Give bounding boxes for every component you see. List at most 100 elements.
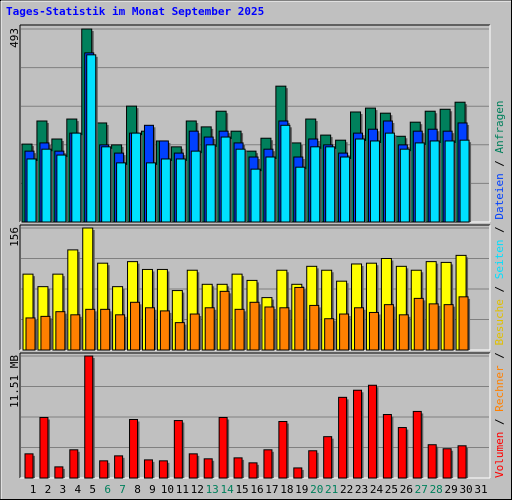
- bar: [309, 304, 320, 351]
- bar: [40, 315, 51, 351]
- bar: [457, 445, 467, 479]
- bar: [295, 166, 306, 223]
- x-tick-label: 14: [221, 483, 235, 496]
- x-tick-label: 11: [176, 483, 189, 496]
- bar: [69, 449, 79, 479]
- bar: [85, 308, 96, 351]
- bar: [159, 310, 170, 351]
- bar: [384, 132, 395, 223]
- bar: [129, 418, 139, 479]
- bar: [308, 450, 318, 479]
- bar: [205, 144, 216, 223]
- legend-entry: Dateien: [493, 173, 506, 219]
- bar: [398, 314, 409, 351]
- y-tick-label: 156: [8, 227, 21, 247]
- x-tick-label: 15: [235, 483, 248, 496]
- bar: [39, 416, 49, 479]
- bar: [99, 460, 109, 479]
- x-tick-label: 1: [30, 483, 37, 496]
- x-tick-label: 31: [474, 483, 487, 496]
- bar: [71, 132, 82, 223]
- bar: [24, 453, 34, 479]
- bar: [294, 286, 305, 351]
- x-tick-label: 6: [104, 483, 111, 496]
- legend-separator: /: [493, 153, 506, 173]
- bar: [459, 139, 470, 223]
- bar: [116, 162, 127, 223]
- bar: [218, 416, 228, 479]
- bar: [293, 467, 303, 479]
- bar: [144, 307, 155, 351]
- bar: [130, 301, 141, 351]
- bar: [70, 314, 81, 351]
- bar: [427, 444, 437, 479]
- bar: [249, 301, 260, 351]
- x-tick-label: 12: [191, 483, 204, 496]
- x-tick-label: 29: [445, 483, 458, 496]
- x-tick-label: 19: [295, 483, 308, 496]
- bar: [101, 146, 112, 223]
- bar: [219, 290, 230, 351]
- legend-separator: /: [493, 346, 506, 366]
- bar: [442, 448, 452, 479]
- bar: [338, 396, 348, 479]
- bar: [84, 355, 94, 479]
- legend-entry: Volumen: [493, 432, 506, 478]
- panel: [20, 353, 490, 478]
- bar: [458, 296, 469, 351]
- bar: [233, 457, 243, 479]
- legend-entry: Anfragen: [493, 100, 506, 153]
- bar: [399, 148, 410, 223]
- x-tick-label: 16: [250, 483, 263, 496]
- bar: [429, 140, 440, 223]
- x-tick-label: 22: [340, 483, 353, 496]
- legend: Volumen / Rechner / Besuche / Seiten / D…: [493, 100, 506, 478]
- x-tick-label: 4: [74, 483, 81, 496]
- legend-separator: /: [493, 412, 506, 432]
- bar: [414, 142, 425, 223]
- bar: [265, 156, 276, 223]
- bar: [174, 322, 185, 351]
- bar: [264, 306, 275, 351]
- x-tick-label: 17: [265, 483, 278, 496]
- y-tick-label: 11.51 MB: [8, 355, 21, 408]
- chart-title: Tages-Statistik im Monat September 2025: [6, 5, 264, 18]
- bar: [310, 146, 321, 223]
- bar: [160, 158, 171, 223]
- legend-separator: /: [493, 220, 506, 240]
- bar: [175, 158, 186, 223]
- bar: [173, 420, 183, 479]
- bar: [234, 308, 245, 351]
- x-tick-label: 21: [325, 483, 338, 496]
- x-tick-label: 2: [45, 483, 52, 496]
- bar: [115, 314, 126, 351]
- bar: [131, 132, 142, 223]
- x-tick-label: 23: [355, 483, 368, 496]
- bar: [413, 297, 424, 351]
- bar: [145, 162, 156, 223]
- bar: [444, 140, 455, 223]
- x-tick-label: 24: [370, 483, 384, 496]
- bar: [383, 304, 394, 351]
- bar: [189, 313, 200, 351]
- bar: [190, 150, 201, 223]
- bar: [382, 414, 392, 479]
- bar: [114, 455, 124, 479]
- bar: [279, 307, 290, 351]
- x-tick-label: 9: [149, 483, 156, 496]
- bar: [41, 148, 52, 223]
- bar: [280, 124, 291, 223]
- bar: [248, 462, 258, 479]
- bar: [339, 313, 350, 351]
- bar: [397, 427, 407, 479]
- x-tick-label: 25: [385, 483, 398, 496]
- bar: [278, 421, 288, 479]
- x-tick-label: 5: [89, 483, 96, 496]
- bar: [235, 148, 246, 223]
- bar: [188, 453, 198, 479]
- bar: [250, 168, 261, 223]
- bar: [220, 136, 231, 223]
- bar: [100, 308, 111, 351]
- bar: [263, 449, 273, 479]
- legend-separator: /: [493, 279, 506, 299]
